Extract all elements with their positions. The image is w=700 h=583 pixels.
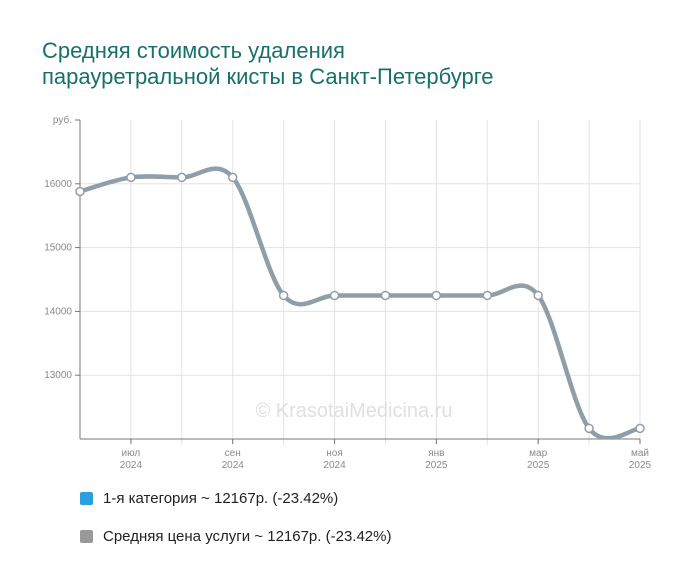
axis-layer [75,119,641,444]
data-point [482,290,493,301]
y-tick-label: 15000 [44,243,72,254]
grid-layer [80,120,641,445]
legend-swatch-blue [80,491,93,505]
legend-swatch-gray [80,529,93,543]
x-tick-label-month: мар [529,448,547,459]
data-point [75,186,85,197]
x-tick-label-month: ноя [326,448,343,459]
legend-label: 1-я категория ~ 12167р. (-23.42%) [103,489,339,507]
x-tick-label-month: янв [428,448,444,459]
y-tick-label: 13000 [44,370,72,381]
legend-label: Средняя цена услуги ~ 12167р. (-23.42%) [103,527,392,545]
data-point [431,290,442,301]
data-point [329,290,340,301]
data-point [278,290,289,301]
legend-item-average-price[interactable]: Средняя цена услуги ~ 12167р. (-23.42%) [80,526,391,546]
x-tick-label-year: 2024 [222,460,245,471]
data-point [380,290,391,301]
y-tick-label: 14000 [44,306,72,317]
chart-title-line-1: Средняя стоимость удаления [42,38,345,63]
watermark-text: © KrasotaiMedicina.ru [255,400,452,422]
y-tick-label: 16000 [44,179,72,190]
x-tick-label-year: 2024 [323,460,346,471]
x-tick-label-month: сен [225,448,241,459]
label-layer: 13000140001500016000руб.июл2024сен2024но… [44,114,651,471]
data-point [126,172,136,183]
legend-item-category-1[interactable]: 1-я категория ~ 12167р. (-23.42%) [80,488,391,508]
chart-title: Средняя стоимость удаления парауретральн… [42,38,494,90]
x-tick-label-year: 2024 [120,460,143,471]
x-tick-label-year: 2025 [425,460,448,471]
y-unit-label: руб. [53,114,72,126]
data-point [635,423,645,434]
x-tick-label-month: июл [122,448,141,459]
data-point [584,423,594,434]
data-point [227,172,238,183]
series-layer [75,166,645,439]
x-tick-label-year: 2025 [527,460,550,471]
series-line [77,166,643,439]
data-point [177,172,187,183]
x-tick-label-year: 2025 [629,460,652,471]
legend: 1-я категория ~ 12167р. (-23.42%) Средня… [80,488,391,564]
data-point [533,290,543,301]
x-tick-label-month: май [631,448,649,459]
chart-title-line-2: парауретральной кисты в Санкт-Петербурге [42,64,494,89]
